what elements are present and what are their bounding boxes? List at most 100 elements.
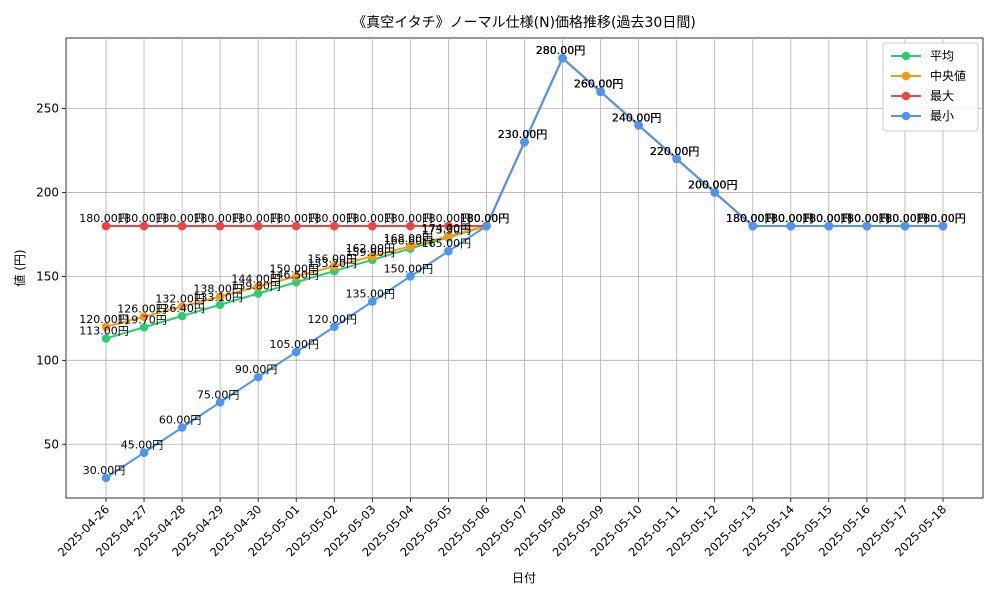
data-label: 166.60円 [384,235,434,248]
data-label: 230.00円 [498,128,548,141]
data-label: 230.00円 [498,128,548,141]
data-label: 180.00円 [79,212,129,225]
data-label: 180.00円 [878,212,928,225]
data-label: 159.90円 [346,246,396,259]
data-label: 120.00円 [308,313,358,326]
data-label: 150.00円 [269,262,319,275]
data-label: 180.00円 [878,212,928,225]
data-point [444,246,453,256]
data-label: 220.00円 [650,145,700,158]
data-label: 220.00円 [650,145,700,158]
data-point [329,322,339,332]
data-label: 120.00円 [79,313,129,326]
data-point [253,282,263,291]
data-point [177,311,187,321]
y-tick-label: 200 [36,185,59,199]
data-point [596,87,605,97]
data-label: 153.20円 [308,257,358,270]
data-label: 180.00円 [916,212,966,225]
legend-item: 中央値 [891,68,966,83]
legend-item: 平均 [891,49,954,63]
data-label: 180.00円 [460,212,510,225]
grid-lines [66,38,983,498]
data-label: 113.00円 [79,325,129,338]
y-tick-label: 250 [36,102,59,116]
data-label: 126.40円 [155,302,205,315]
data-label: 200.00円 [688,178,738,191]
data-point [368,221,377,231]
data-label: 139.80円 [231,280,281,293]
data-label: 180.00円 [726,212,776,225]
data-label: 180.00円 [460,212,510,225]
legend-label: 中央値 [930,68,966,83]
data-point [101,334,111,343]
data-point [101,221,111,231]
series-layer [101,53,948,483]
data-label: 260.00円 [574,78,624,91]
legend-marker [901,111,911,121]
data-label: 174.00円 [422,222,472,235]
data-label: 180.00円 [764,212,814,225]
data-point [558,53,567,63]
data-point [634,120,643,130]
data-point [938,221,948,231]
data-label: 45.00円 [121,439,164,452]
data-label: 162.00円 [346,242,396,255]
data-point [177,221,187,231]
legend-marker [901,91,911,101]
data-point [444,221,453,231]
data-label: 180.00円 [764,212,814,225]
data-label: 180.00円 [422,212,472,225]
data-label: 260.00円 [574,78,624,91]
data-label: 180.00円 [840,212,890,225]
data-point [672,154,681,164]
data-label: 200.00円 [688,178,738,191]
data-label: 133.10円 [193,291,243,304]
data-point [329,262,339,271]
data-label: 75.00円 [197,388,240,401]
data-label: 146.50円 [269,268,319,281]
data-label: 180.00円 [840,212,890,225]
data-label: 230.00円 [498,128,548,141]
data-point [215,300,225,310]
data-point [482,221,491,231]
y-tick-label: 100 [36,353,59,367]
legend-item: 最大 [891,89,954,103]
data-point [177,423,187,432]
data-label: 180.00円 [916,212,966,225]
data-label: 180.00円 [384,212,434,225]
data-point [406,221,415,231]
data-label: 180.00円 [193,212,243,225]
data-point [215,292,225,301]
data-label: 230.00円 [498,128,548,141]
data-label: 119.70円 [117,313,167,326]
y-tick-label: 150 [36,269,59,283]
data-labels-layer: 113.00円119.70円126.40円133.10円139.80円146.5… [79,44,966,477]
y-tick-label: 50 [44,437,59,451]
data-label: 144.00円 [231,272,281,285]
data-label: 135.00円 [346,288,396,301]
data-point [291,277,301,287]
data-label: 30.00円 [83,464,126,477]
data-point [406,272,415,281]
data-point [291,221,301,231]
legend-label: 最大 [930,89,954,103]
data-point [329,221,339,231]
legend-label: 最小 [930,109,954,123]
legend-marker [901,51,911,61]
data-label: 180.00円 [840,212,890,225]
data-point [368,297,377,306]
data-label: 180.00円 [269,212,319,225]
data-point [406,241,415,251]
data-point [862,221,872,231]
data-label: 280.00円 [536,44,586,57]
data-label: 180.00円 [916,212,966,225]
data-label: 180.00円 [802,212,852,225]
data-label: 156.00円 [308,252,358,265]
data-label: 180.00円 [802,212,852,225]
data-point [177,302,187,311]
data-point [520,137,529,147]
data-label: 240.00円 [612,111,662,124]
